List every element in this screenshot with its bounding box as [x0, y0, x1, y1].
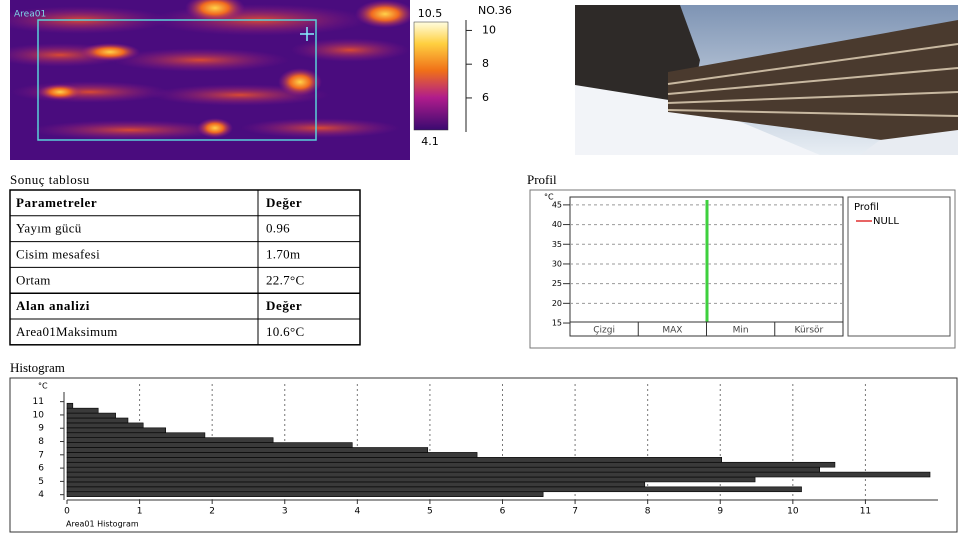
- y-tick-label: 11: [33, 397, 44, 407]
- scale-min: 4.1: [421, 135, 439, 148]
- photo: [575, 5, 958, 155]
- image-number: NO.36: [478, 4, 512, 17]
- histogram-footer: Area01 Histogram: [66, 520, 139, 529]
- histogram-bar: [67, 413, 116, 418]
- profile-legend: [848, 197, 950, 336]
- y-tick-label: 30: [552, 259, 562, 268]
- x-tick-label: 3: [282, 507, 288, 517]
- table-cell: Area01Maksimum: [16, 324, 118, 339]
- y-tick-label: 10: [33, 410, 45, 420]
- results-table: Parametreler Değer Yayım gücü 0.96 Cisim mes…: [10, 190, 360, 345]
- y-tick-label: 9: [38, 424, 44, 434]
- column-header: MAX: [662, 326, 682, 336]
- table-cell: 1.70m: [266, 246, 300, 261]
- y-tick-label: 6: [38, 464, 44, 474]
- y-tick-label: 8: [38, 437, 44, 447]
- table-cell: Yayım gücü: [16, 221, 82, 236]
- x-tick-label: 0: [64, 507, 70, 517]
- x-tick-label: 9: [717, 507, 723, 517]
- x-tick-label: 10: [787, 507, 799, 517]
- scale-tick-label: 6: [482, 91, 489, 104]
- table-title: Sonuç tablosu: [10, 172, 90, 187]
- y-unit: °C: [38, 382, 48, 391]
- histogram-bar: [67, 418, 128, 423]
- y-tick-label: 40: [552, 220, 562, 229]
- histogram-bar: [67, 477, 755, 482]
- column-header: Kürsör: [794, 326, 823, 336]
- table-cell: Değer: [266, 298, 302, 313]
- histogram-bar: [67, 423, 143, 428]
- histogram-bar: [67, 452, 477, 457]
- table-cell: 22.7°C: [266, 272, 304, 287]
- table-cell: Parametreler: [16, 195, 97, 210]
- scale-tick-label: 10: [482, 23, 496, 36]
- column-header: Min: [733, 326, 749, 336]
- histogram-title: Histogram: [10, 360, 65, 375]
- y-tick-label: 20: [552, 299, 562, 308]
- table-cell: Alan analizi: [16, 298, 90, 313]
- x-tick-label: 6: [500, 507, 506, 517]
- x-tick-label: 7: [572, 507, 578, 517]
- histogram-bar: [67, 492, 543, 497]
- histogram-bar: [67, 482, 645, 487]
- histogram-bar: [67, 443, 352, 448]
- scale-max: 10.5: [418, 7, 443, 20]
- color-bar: [414, 22, 448, 130]
- table-cell: 0.96: [266, 221, 290, 236]
- table-cell: Cisim mesafesi: [16, 246, 100, 261]
- table-cell: Ortam: [16, 272, 51, 287]
- y-tick-label: 4: [38, 490, 44, 500]
- x-tick-label: 8: [645, 507, 651, 517]
- legend-title: Profil: [854, 202, 879, 213]
- scale-tick-label: 8: [482, 57, 489, 70]
- x-tick-label: 5: [427, 507, 433, 517]
- histogram-bar: [67, 457, 722, 462]
- histogram-bar: [67, 433, 205, 438]
- column-header: Çizgi: [593, 326, 615, 336]
- profile-title: Profil: [527, 172, 557, 187]
- histogram-bar: [67, 403, 73, 408]
- x-tick-label: 1: [137, 507, 143, 517]
- report: Area01 10.5 4.1 NO.36 Sonuç tablosu Para…: [0, 0, 958, 533]
- histogram-bar: [67, 467, 820, 472]
- y-tick-label: 35: [552, 240, 562, 249]
- y-tick-label: 5: [38, 477, 44, 487]
- histogram-bar: [67, 462, 835, 467]
- x-tick-label: 2: [209, 507, 215, 517]
- histogram-bar: [67, 428, 166, 433]
- y-tick-label: 45: [552, 200, 562, 209]
- histogram-bar: [67, 438, 273, 443]
- histogram-bar: [67, 408, 98, 413]
- histogram-bar: [67, 487, 802, 492]
- histogram-bar: [67, 448, 428, 453]
- page: Area01 10.5 4.1 NO.36 Sonuç tablosu Para…: [0, 0, 958, 533]
- histogram-bar: [67, 472, 930, 477]
- y-tick-label: 25: [552, 279, 562, 288]
- x-tick-label: 4: [354, 507, 360, 517]
- legend-label: NULL: [873, 216, 899, 227]
- x-tick-label: 11: [860, 507, 871, 517]
- area-label: Area01: [14, 10, 46, 20]
- thermal-image: [0, 0, 415, 160]
- table-cell: Değer: [266, 195, 302, 210]
- y-tick-label: 7: [38, 450, 44, 460]
- y-tick-label: 15: [552, 319, 562, 328]
- table-cell: 10.6°C: [266, 324, 304, 339]
